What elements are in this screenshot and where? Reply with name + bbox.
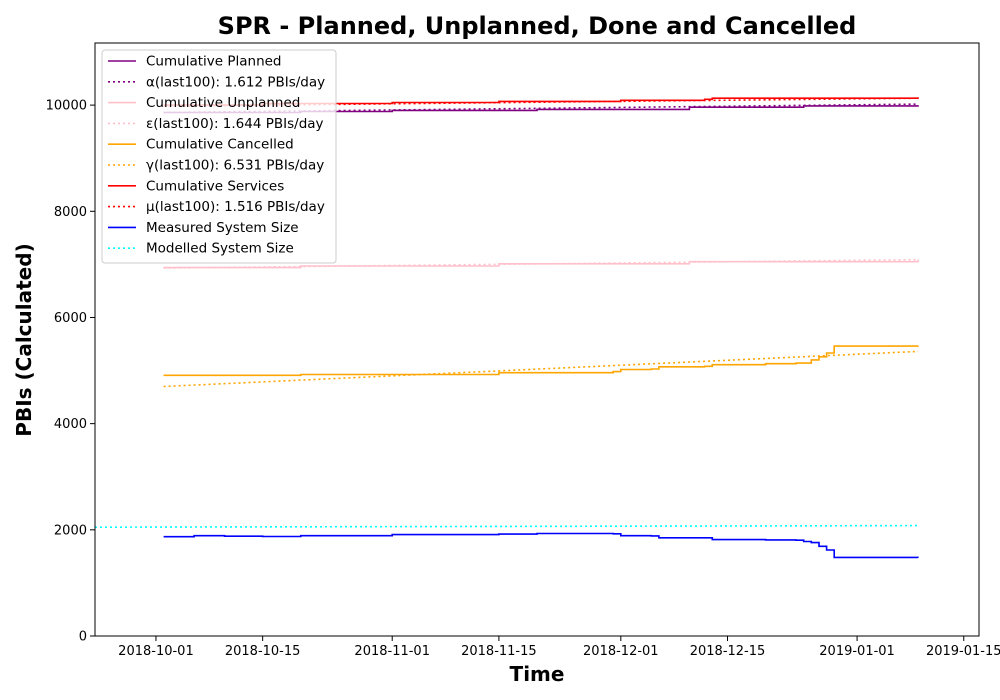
legend-label-3: Cumulative Unplanned bbox=[146, 95, 300, 111]
chart-title: SPR - Planned, Unplanned, Done and Cance… bbox=[218, 12, 857, 40]
series-5-line bbox=[163, 345, 919, 377]
series-10-line bbox=[94, 524, 919, 528]
legend-label-9: Measured System Size bbox=[146, 220, 299, 236]
plot-frame bbox=[94, 42, 980, 637]
legend-label-8: μ(last100): 1.516 PBIs/day bbox=[146, 199, 325, 215]
legend-label-2: α(last100): 1.612 PBIs/day bbox=[146, 74, 325, 90]
y-tick-label: 2000 bbox=[54, 523, 87, 538]
y-tick-label: 4000 bbox=[54, 417, 87, 432]
series-9-line bbox=[163, 532, 919, 559]
y-tick-label: 6000 bbox=[54, 311, 87, 326]
legend-label-10: Modelled System Size bbox=[146, 241, 294, 257]
legend-label-4: ε(last100): 1.644 PBIs/day bbox=[146, 116, 324, 132]
x-tick-label: 2018-10-01 bbox=[118, 644, 194, 659]
y-axis-label: PBIs (Calculated) bbox=[12, 243, 36, 436]
x-axis-label: Time bbox=[510, 662, 565, 686]
x-tick-label: 2018-11-01 bbox=[354, 644, 430, 659]
x-tick-label: 2018-10-15 bbox=[225, 644, 301, 659]
x-tick-label: 2018-11-15 bbox=[461, 644, 537, 659]
y-tick-label: 10000 bbox=[46, 99, 87, 114]
legend: Cumulative Planned α(last100): 1.612 PBIs… bbox=[101, 49, 337, 264]
x-tick-label: 2019-01-01 bbox=[819, 644, 895, 659]
legend-label-6: γ(last100): 6.531 PBIs/day bbox=[146, 158, 324, 174]
x-tick-label: 2018-12-01 bbox=[583, 644, 659, 659]
legend-label-1: Cumulative Planned bbox=[146, 54, 282, 70]
y-tick-label: 0 bbox=[79, 630, 87, 645]
legend-label-7: Cumulative Services bbox=[146, 178, 284, 194]
series-6-line bbox=[163, 350, 919, 388]
legend-label-5: Cumulative Cancelled bbox=[146, 137, 294, 153]
x-tick-label: 2019-01-15 bbox=[926, 644, 1000, 659]
x-tick-label: 2018-12-15 bbox=[690, 644, 766, 659]
y-tick-label: 8000 bbox=[54, 205, 87, 220]
series-4-line bbox=[163, 258, 919, 269]
legend-box bbox=[101, 49, 337, 264]
